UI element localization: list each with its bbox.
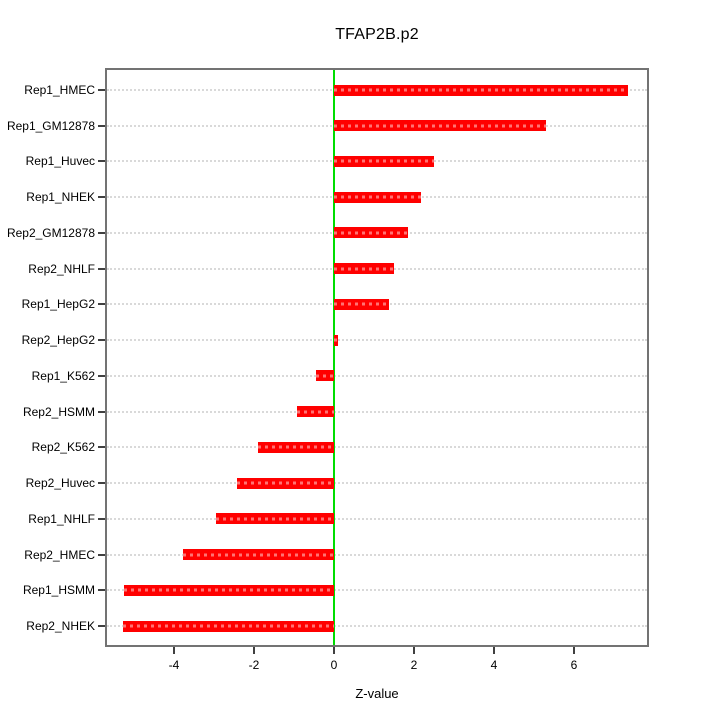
bar [124, 584, 334, 596]
category-label: Rep2_HSMM [22, 404, 95, 419]
x-tick [333, 647, 335, 654]
category-label: Rep2_NHLF [28, 261, 95, 276]
category-label: Rep1_K562 [31, 368, 95, 383]
x-axis-title: Z-value [355, 686, 399, 701]
x-tick-label: 4 [490, 658, 498, 672]
x-tick-label: 0 [330, 658, 338, 672]
category-label: Rep2_GM12878 [6, 225, 95, 240]
x-tick-label: -4 [168, 658, 180, 672]
bar [334, 191, 422, 203]
bar [215, 513, 334, 525]
x-tick-label: -2 [248, 658, 260, 672]
bar [334, 227, 409, 239]
plot-area [105, 68, 649, 647]
category-label: Rep1_GM12878 [6, 118, 95, 133]
gridline [107, 553, 647, 556]
category-label: Rep1_HepG2 [21, 297, 95, 312]
bar [334, 263, 394, 275]
bar [237, 477, 334, 489]
chart-title: TFAP2B.p2 [335, 26, 419, 43]
x-tick [493, 647, 495, 654]
gridline [107, 339, 647, 342]
y-tick [98, 231, 105, 234]
gridline [107, 589, 647, 592]
bar [183, 549, 334, 561]
gridline [107, 482, 647, 485]
y-tick [98, 589, 105, 592]
gridline [107, 410, 647, 413]
x-tick [573, 647, 575, 654]
y-tick [98, 124, 105, 127]
x-tick-label: 6 [570, 658, 578, 672]
y-tick [98, 517, 105, 520]
y-tick [98, 446, 105, 449]
y-tick [98, 482, 105, 485]
gridline [107, 374, 647, 377]
bar [257, 441, 334, 453]
category-label: Rep1_HMEC [24, 83, 95, 97]
y-tick [98, 339, 105, 342]
y-tick [98, 374, 105, 377]
y-tick [98, 625, 105, 627]
bar [334, 298, 390, 310]
gridline [107, 517, 647, 520]
y-tick [98, 267, 105, 270]
x-tick [413, 647, 415, 654]
bar [334, 84, 629, 96]
bar [123, 620, 334, 632]
y-tick [98, 196, 105, 199]
x-tick [253, 647, 255, 654]
category-label: Rep1_Huvec [25, 154, 95, 169]
x-tick [173, 647, 175, 654]
y-tick [98, 160, 105, 163]
category-label: Rep2_HepG2 [21, 333, 95, 348]
zero-reference-line [333, 70, 335, 645]
bar [316, 370, 334, 382]
gridline [107, 625, 647, 627]
bar [334, 334, 338, 346]
y-tick [98, 89, 105, 91]
y-tick [98, 553, 105, 556]
bar [296, 406, 334, 418]
y-tick [98, 303, 105, 306]
category-label: Rep1_NHEK [26, 190, 95, 205]
category-label: Rep2_K562 [31, 440, 95, 455]
category-label: Rep2_Huvec [25, 476, 95, 491]
bar [334, 155, 435, 167]
y-tick [98, 410, 105, 413]
category-label: Rep1_NHLF [28, 511, 95, 526]
x-tick-label: 2 [410, 658, 418, 672]
category-label: Rep1_HSMM [22, 583, 95, 598]
bar [334, 120, 546, 132]
gridline [107, 446, 647, 449]
category-label: Rep2_HMEC [24, 547, 95, 562]
category-label: Rep2_NHEK [26, 619, 95, 633]
